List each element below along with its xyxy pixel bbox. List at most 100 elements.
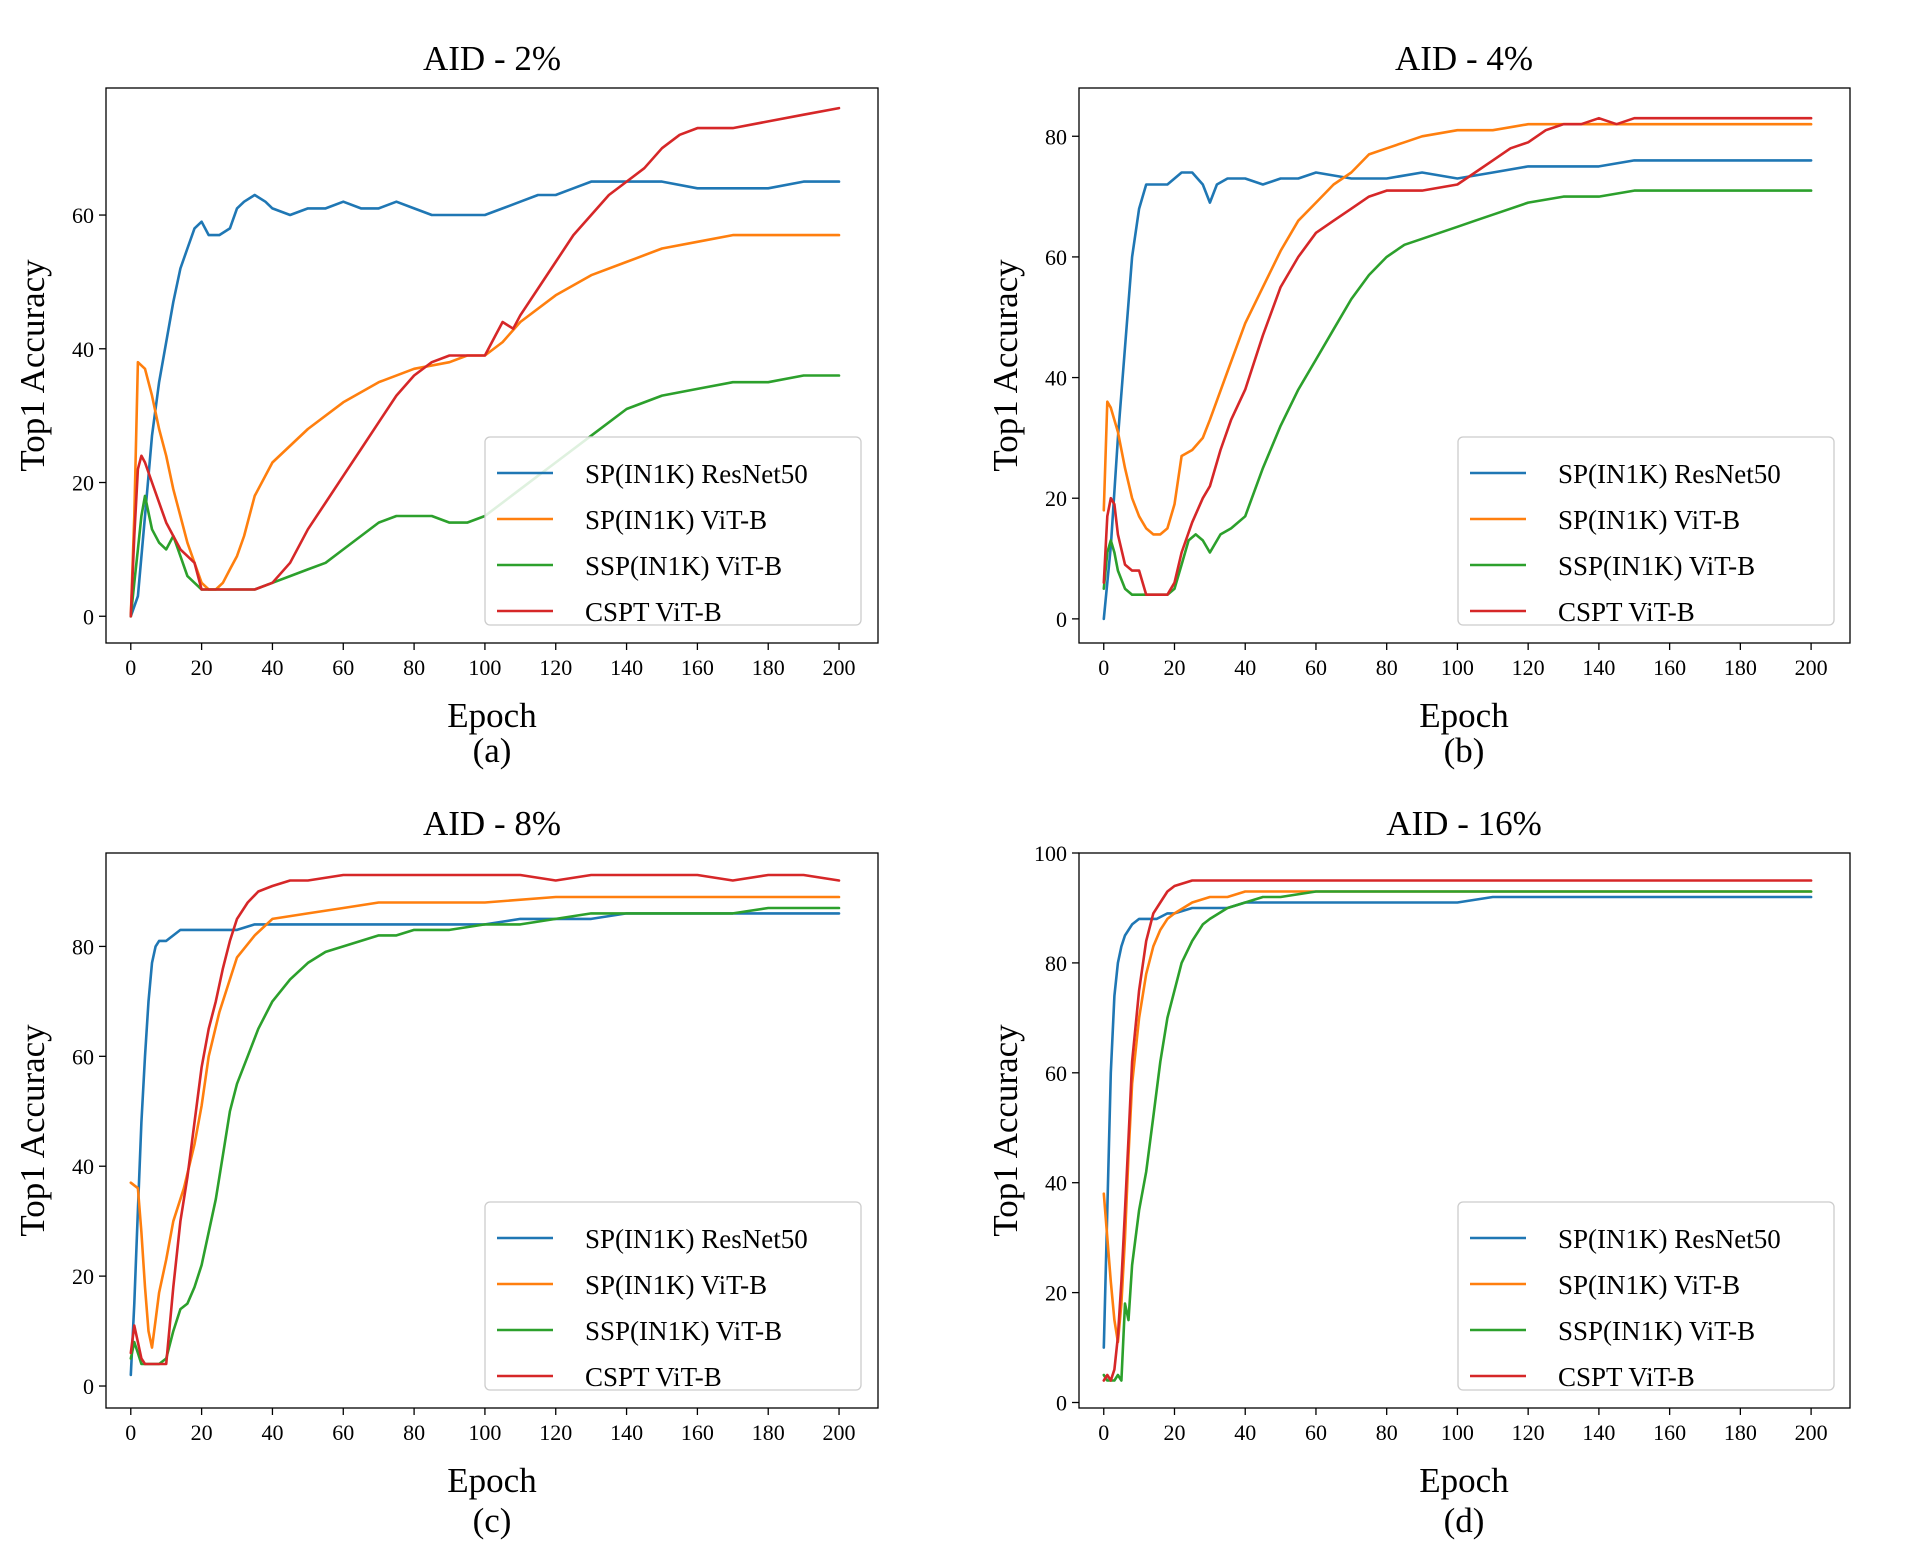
legend-label: SP(IN1K) ViT-B xyxy=(585,1270,767,1300)
y-tick-label: 80 xyxy=(1045,124,1067,149)
x-tick-label: 180 xyxy=(1724,655,1757,680)
y-axis-label: Top1 Accuracy xyxy=(13,1024,52,1237)
legend-label: SP(IN1K) ResNet50 xyxy=(585,1224,808,1254)
chart-panel: 0 20 40 60 80 100 120 140 160 180 200 0 20 40 60 80 100 A… xyxy=(986,804,1850,1540)
x-tick-label: 140 xyxy=(610,1420,643,1445)
x-tick-label: 0 xyxy=(125,655,136,680)
x-tick-label: 80 xyxy=(403,1420,425,1445)
x-tick-label: 60 xyxy=(332,655,354,680)
legend: SP(IN1K) ResNet50 SP(IN1K) ViT-B SSP(IN1K)… xyxy=(1458,437,1834,627)
x-tick-label: 0 xyxy=(125,1420,136,1445)
x-tick-label: 160 xyxy=(681,1420,714,1445)
x-tick-label: 0 xyxy=(1098,1420,1109,1445)
x-tick-label: 180 xyxy=(752,655,785,680)
legend-label: SSP(IN1K) ViT-B xyxy=(1558,551,1755,581)
x-tick-label: 80 xyxy=(403,655,425,680)
y-tick-label: 60 xyxy=(1045,245,1067,270)
panel-caption: (d) xyxy=(1444,1501,1485,1540)
legend-label: SP(IN1K) ViT-B xyxy=(585,505,767,535)
chart-panel: 0 20 40 60 80 100 120 140 160 180 200 0 20 40 60 80 AID … xyxy=(13,804,878,1540)
x-tick-label: 20 xyxy=(1163,655,1185,680)
x-tick-label: 100 xyxy=(468,1420,501,1445)
legend-label: SP(IN1K) ViT-B xyxy=(1558,1270,1740,1300)
legend-label: SSP(IN1K) ViT-B xyxy=(585,551,782,581)
y-axis-label: Top1 Accuracy xyxy=(13,259,52,472)
x-tick-label: 180 xyxy=(1724,1420,1757,1445)
x-tick-label: 120 xyxy=(1512,1420,1545,1445)
y-tick-label: 0 xyxy=(1056,607,1067,632)
x-tick-label: 60 xyxy=(1305,1420,1327,1445)
y-tick-label: 40 xyxy=(1045,366,1067,391)
x-tick-label: 160 xyxy=(681,655,714,680)
x-tick-label: 40 xyxy=(261,655,283,680)
x-tick-label: 200 xyxy=(1795,1420,1828,1445)
legend-label: SP(IN1K) ResNet50 xyxy=(1558,459,1781,489)
x-tick-label: 20 xyxy=(191,655,213,680)
x-tick-label: 160 xyxy=(1653,655,1686,680)
chart-title: AID - 4% xyxy=(1395,39,1533,78)
x-tick-label: 40 xyxy=(1234,655,1256,680)
y-tick-label: 60 xyxy=(72,1044,94,1069)
x-tick-label: 120 xyxy=(1512,655,1545,680)
x-tick-label: 100 xyxy=(1441,1420,1474,1445)
panel-caption: (b) xyxy=(1444,731,1485,770)
chart-title: AID - 16% xyxy=(1386,804,1542,843)
x-axis-label: Epoch xyxy=(1419,696,1509,735)
x-tick-label: 140 xyxy=(1582,1420,1615,1445)
chart-title: AID - 8% xyxy=(423,804,561,843)
y-axis-label: Top1 Accuracy xyxy=(986,259,1025,472)
legend-label: SSP(IN1K) ViT-B xyxy=(1558,1316,1755,1346)
y-tick-label: 80 xyxy=(1045,951,1067,976)
legend-label: SP(IN1K) ResNet50 xyxy=(1558,1224,1781,1254)
legend: SP(IN1K) ResNet50 SP(IN1K) ViT-B SSP(IN1K)… xyxy=(1458,1202,1834,1392)
y-tick-label: 20 xyxy=(72,1264,94,1289)
x-axis-label: Epoch xyxy=(447,696,537,735)
chart-title: AID - 2% xyxy=(423,39,561,78)
x-tick-label: 40 xyxy=(261,1420,283,1445)
y-tick-label: 60 xyxy=(72,203,94,228)
x-tick-label: 200 xyxy=(823,1420,856,1445)
figure: 0 20 40 60 80 100 120 140 160 180 2000204060AID - … xyxy=(0,0,1920,1566)
legend-label: SP(IN1K) ResNet50 xyxy=(585,459,808,489)
y-tick-label: 40 xyxy=(72,337,94,362)
legend-label: CSPT ViT-B xyxy=(1558,1362,1695,1392)
x-tick-label: 160 xyxy=(1653,1420,1686,1445)
y-tick-label: 40 xyxy=(1045,1171,1067,1196)
x-tick-label: 120 xyxy=(539,1420,572,1445)
y-axis-label: Top1 Accuracy xyxy=(986,1024,1025,1237)
y-tick-label: 60 xyxy=(1045,1061,1067,1086)
x-tick-label: 100 xyxy=(468,655,501,680)
chart-panel: 0 20 40 60 80 100 120 140 160 180 200 0 20 40 60 AID - … xyxy=(13,39,878,770)
x-tick-label: 120 xyxy=(539,655,572,680)
panel-caption: (a) xyxy=(473,731,512,770)
legend: SP(IN1K) ResNet50 SP(IN1K) ViT-B SSP(IN1K)… xyxy=(485,1202,861,1392)
y-tick-label: 0 xyxy=(83,1374,94,1399)
y-tick-label: 0 xyxy=(83,604,94,629)
legend: SP(IN1K) ResNet50 SP(IN1K) ViT-B SSP(IN1K)… xyxy=(485,437,861,627)
y-tick-label: 20 xyxy=(1045,1281,1067,1306)
x-tick-label: 20 xyxy=(191,1420,213,1445)
chart-panel: 0 20 40 60 80 100 120 140 160 180 200 0 20 40 60 80 AID … xyxy=(986,39,1850,770)
x-axis-label: Epoch xyxy=(447,1461,537,1500)
y-tick-label: 80 xyxy=(72,934,94,959)
y-tick-label: 20 xyxy=(72,471,94,496)
x-tick-label: 200 xyxy=(1795,655,1828,680)
legend-label: CSPT ViT-B xyxy=(585,597,722,627)
x-tick-label: 80 xyxy=(1376,1420,1398,1445)
y-tick-label: 40 xyxy=(72,1154,94,1179)
legend-label: CSPT ViT-B xyxy=(585,1362,722,1392)
y-tick-label: 100 xyxy=(1034,841,1067,866)
x-tick-label: 60 xyxy=(1305,655,1327,680)
x-tick-label: 140 xyxy=(610,655,643,680)
x-axis-label: Epoch xyxy=(1419,1461,1509,1500)
y-tick-label: 20 xyxy=(1045,486,1067,511)
x-tick-label: 140 xyxy=(1582,655,1615,680)
x-tick-label: 0 xyxy=(1098,655,1109,680)
legend-label: CSPT ViT-B xyxy=(1558,597,1695,627)
x-tick-label: 180 xyxy=(752,1420,785,1445)
legend-label: SP(IN1K) ViT-B xyxy=(1558,505,1740,535)
x-tick-label: 200 xyxy=(823,655,856,680)
x-tick-label: 20 xyxy=(1163,1420,1185,1445)
x-tick-label: 40 xyxy=(1234,1420,1256,1445)
x-tick-label: 80 xyxy=(1376,655,1398,680)
